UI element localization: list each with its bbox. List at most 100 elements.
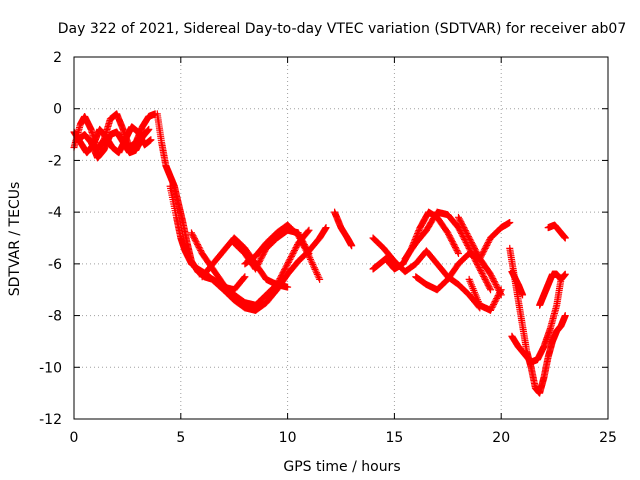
data-point [488,273,496,281]
data-point [322,224,330,232]
data-point [477,253,485,261]
data-point [281,266,289,274]
series-sat-i [241,221,324,283]
data-point [493,293,501,301]
series-sat-t [544,221,569,242]
data-point [476,265,484,273]
data-point [478,269,486,277]
data-point [289,250,297,258]
data-point [461,225,469,233]
data-point [303,249,311,257]
data-point [451,242,459,250]
data-point [192,238,200,246]
data-point [452,245,460,253]
data-point [492,296,500,304]
series-sat-q [506,244,569,397]
data-point [561,234,569,242]
data-point [187,229,195,237]
data-point [255,259,263,267]
data-point [480,247,488,255]
data-point [297,237,305,245]
data-point [277,273,285,281]
data-point [301,245,309,253]
data-point [459,222,467,230]
data-point [454,213,462,221]
data-point [304,227,312,235]
data-point [316,275,324,283]
data-point [477,252,485,260]
data-point [278,270,286,278]
chart-title: Day 322 of 2021, Sidereal Day-to-day VTE… [58,21,627,37]
data-point [495,290,503,298]
data-point [466,235,474,243]
data-point [300,242,308,250]
data-point [483,240,491,248]
x-tick-label: 15 [385,430,403,446]
data-points [70,110,569,397]
data-point [313,270,321,278]
data-point [477,268,485,276]
data-point [460,224,468,232]
data-point [464,231,472,239]
x-tick-label: 5 [176,430,185,446]
data-point [479,271,487,279]
data-point [191,235,199,243]
data-point [494,292,502,300]
data-point [287,252,295,260]
x-tick-label: 10 [279,430,297,446]
data-point [291,245,299,253]
data-point [447,235,455,243]
data-point [471,244,478,252]
series-sat-u [508,268,527,299]
data-point [477,267,485,275]
data-point [305,226,313,234]
data-point [255,258,263,266]
data-point [300,243,308,251]
data-point [490,278,498,286]
data-point [197,247,205,255]
data-point [256,256,264,264]
data-point [491,298,499,306]
data-point [457,218,465,226]
data-point [467,237,475,245]
data-point [451,244,459,252]
data-point [310,264,318,272]
data-point [299,240,307,248]
data-point [463,230,471,238]
series-sat-p [465,275,505,314]
data-point [461,227,469,235]
data-point [487,305,495,313]
y-axis-title: SDTVAR / TECUs [7,182,23,297]
data-point [283,261,291,269]
plot-frame [73,56,609,420]
data-point [465,234,473,242]
data-point [467,238,475,246]
data-point [493,295,501,303]
series-sat-l [369,234,484,312]
data-point [282,263,290,271]
data-point [557,275,565,283]
data-point [453,247,461,255]
y-tick-label: 0 [53,102,62,118]
data-point [480,272,488,280]
data-point [414,228,422,236]
data-point [240,274,248,282]
data-point [294,231,302,239]
data-point [448,236,456,244]
data-point [490,299,498,307]
data-point [484,238,492,246]
data-point [455,215,463,223]
data-point [302,246,310,254]
data-point [487,272,495,280]
data-point [290,247,298,255]
data-point [296,234,304,242]
data-point [285,257,293,265]
data-point [470,243,478,251]
data-point [485,283,493,291]
data-point [257,255,265,263]
data-point [190,233,198,241]
data-point [310,262,318,270]
data-point [487,306,495,314]
data-point [519,291,527,299]
data-point [458,219,466,227]
